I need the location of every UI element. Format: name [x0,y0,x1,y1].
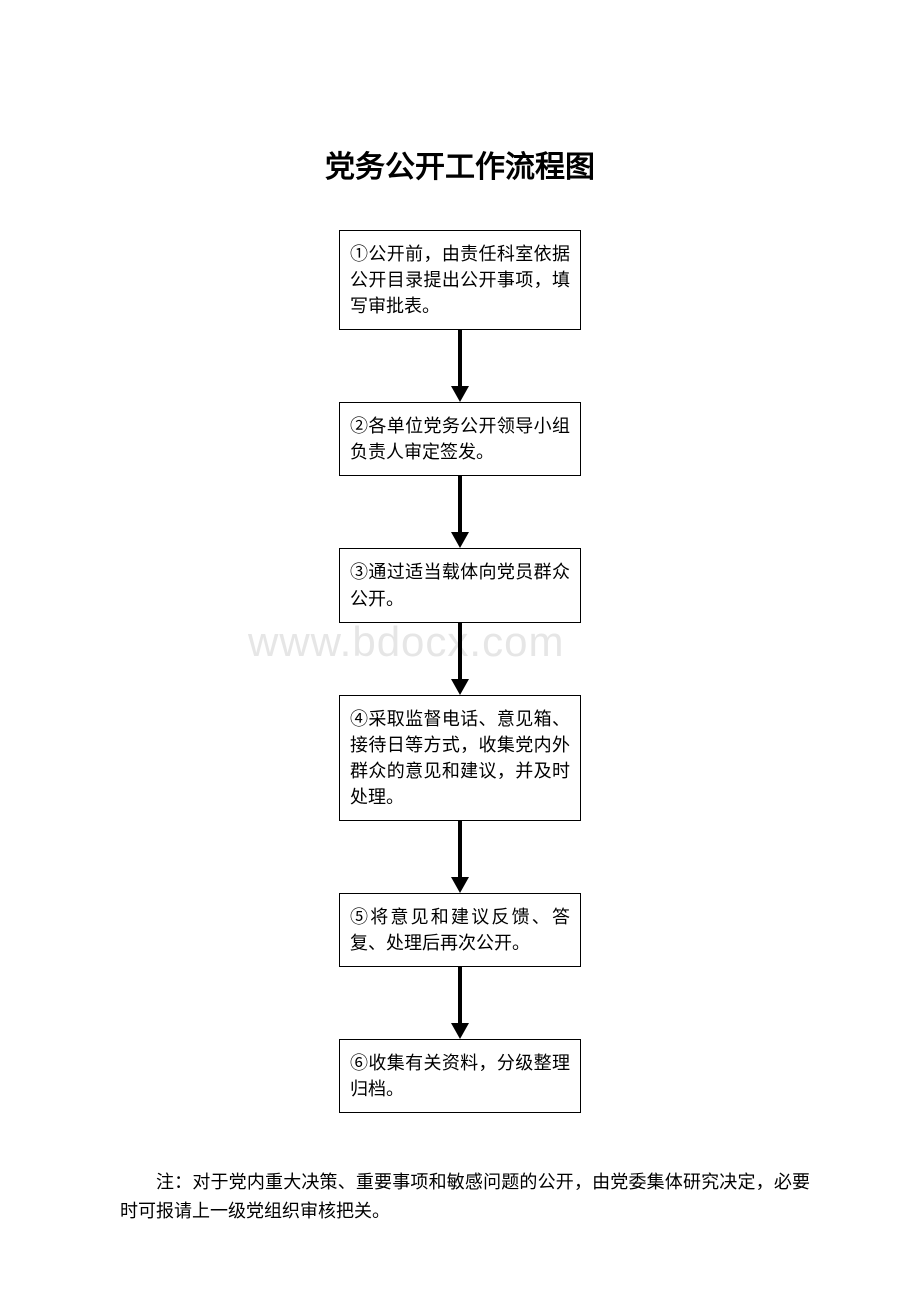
flowchart-container: ①公开前，由责任科室依据公开目录提出公开事项，填写审批表。 ②各单位党务公开领导小… [339,230,581,1113]
arrow-line [458,967,462,1023]
flow-node-2: ②各单位党务公开领导小组负责人审定签发。 [339,402,581,476]
flow-arrow-2 [451,476,469,548]
arrow-line [458,330,462,386]
flow-node-1: ①公开前，由责任科室依据公开目录提出公开事项，填写审批表。 [339,230,581,330]
flow-node-5: ⑤将意见和建议反馈、答复、处理后再次公开。 [339,893,581,967]
arrow-line [458,476,462,532]
arrow-head-icon [451,877,469,893]
flow-node-3: ③通过适当载体向党员群众公开。 [339,548,581,622]
flow-node-4: ④采取监督电话、意见箱、接待日等方式，收集党内外群众的意见和建议，并及时处理。 [339,695,581,821]
arrow-line [458,623,462,679]
arrow-head-icon [451,1023,469,1039]
flow-node-6: ⑥收集有关资料，分级整理归档。 [339,1039,581,1113]
arrow-head-icon [451,386,469,402]
page-title: 党务公开工作流程图 [0,142,920,186]
flow-arrow-1 [451,330,469,402]
footnote-text: 注：对于党内重大决策、重要事项和敏感问题的公开，由党委集体研究决定，必要时可报请… [120,1168,810,1226]
flow-arrow-4 [451,821,469,893]
arrow-head-icon [451,679,469,695]
arrow-line [458,821,462,877]
flow-arrow-3 [451,623,469,695]
arrow-head-icon [451,532,469,548]
flow-arrow-5 [451,967,469,1039]
